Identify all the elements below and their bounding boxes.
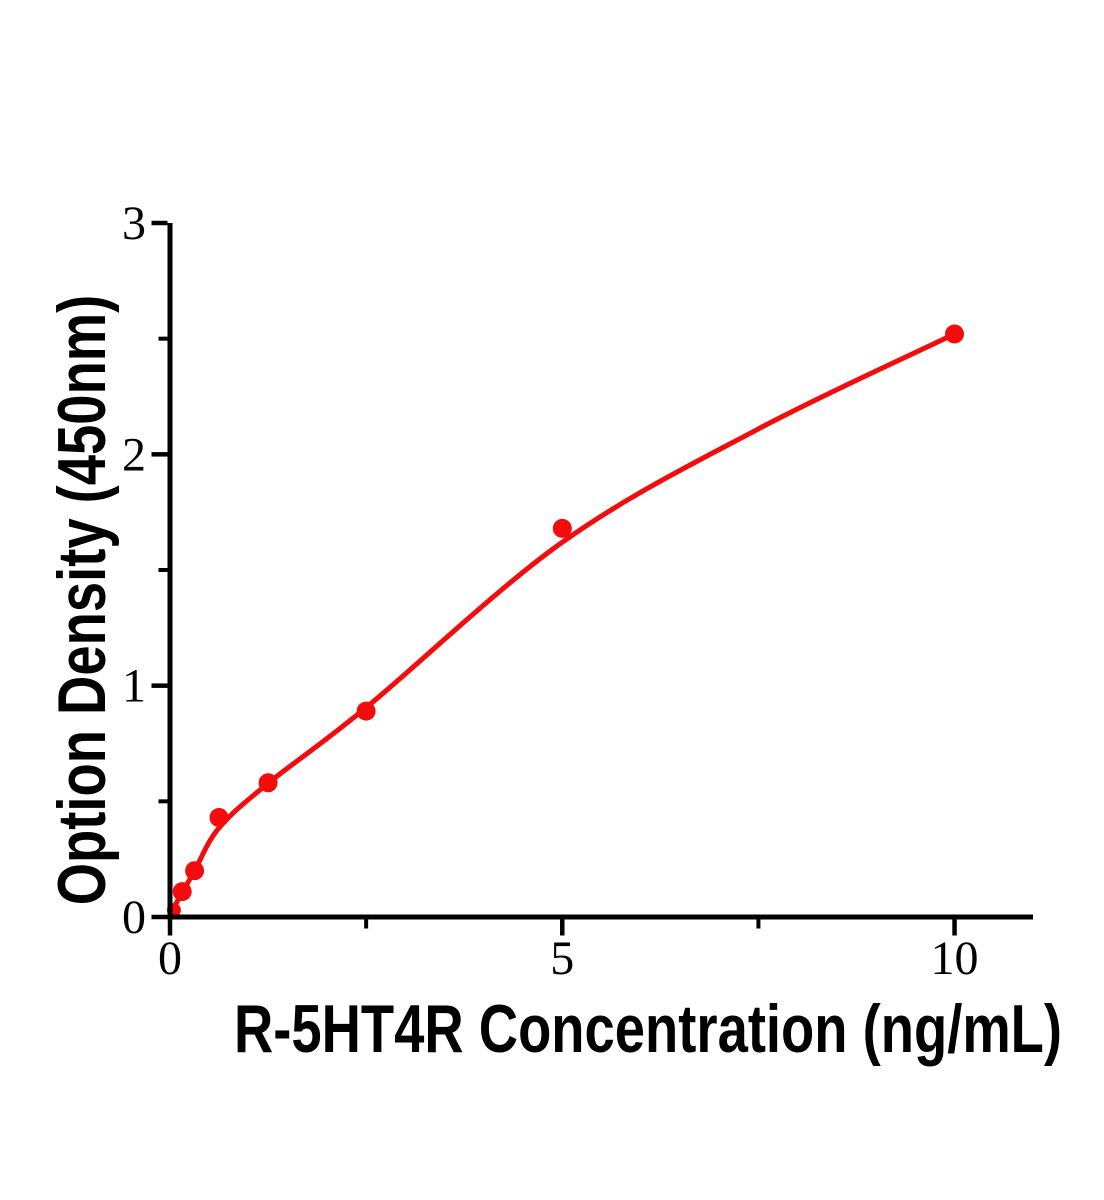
data-point xyxy=(945,324,964,344)
x-tick-label: 5 xyxy=(550,932,574,985)
data-point xyxy=(258,773,278,793)
data-point xyxy=(552,518,572,538)
y-tick-label: 3 xyxy=(122,197,146,250)
fit-curve xyxy=(167,331,957,919)
x-tick-label: 0 xyxy=(158,932,182,985)
data-point xyxy=(209,808,229,827)
y-tick-label: 0 xyxy=(122,891,146,944)
x-tick-label: 10 xyxy=(931,932,979,985)
y-axis-title: Option Density (450nm) xyxy=(44,294,120,906)
data-point xyxy=(185,861,205,881)
data-point xyxy=(356,701,376,721)
y-tick-label: 2 xyxy=(122,428,146,481)
y-tick-label: 1 xyxy=(122,660,146,713)
data-point xyxy=(172,882,192,902)
x-axis-title: R-5HT4R Concentration (ng/mL) xyxy=(233,991,1063,1067)
